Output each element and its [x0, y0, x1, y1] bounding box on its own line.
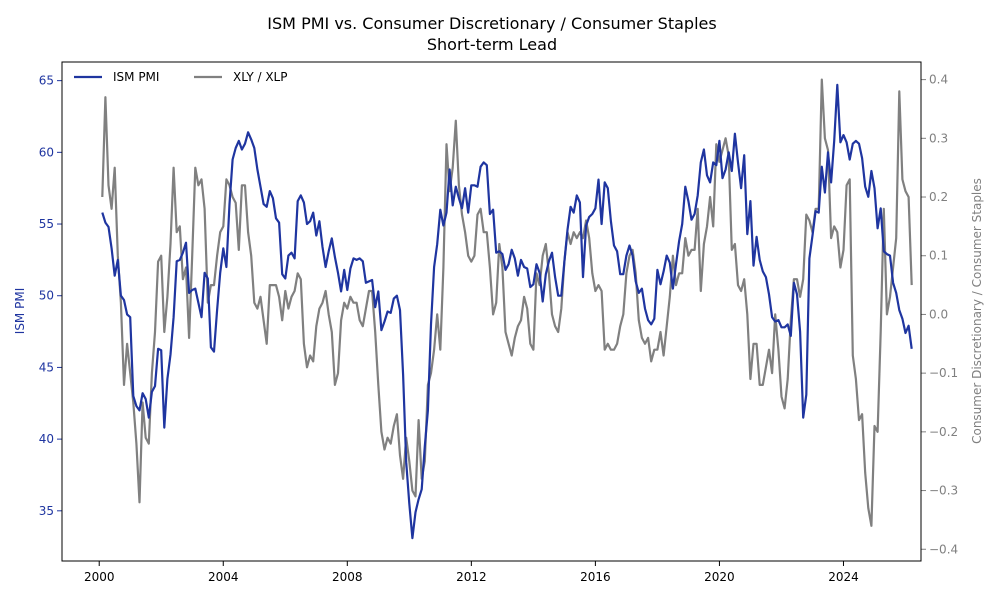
x-tick-label: 2020	[704, 570, 735, 584]
left-y-tick-label: 65	[39, 74, 54, 88]
chart-subtitle: Short-term Lead	[427, 35, 557, 54]
chart-title: ISM PMI vs. Consumer Discretionary / Con…	[267, 14, 716, 33]
left-y-tick-label: 60	[39, 145, 54, 159]
series-xly-xlp-line	[102, 80, 911, 526]
right-y-tick-label: 0.1	[929, 249, 948, 263]
dual-axis-line-chart: ISM PMI vs. Consumer Discretionary / Con…	[0, 0, 1000, 600]
left-y-tick-label: 35	[39, 504, 54, 518]
x-tick-label: 2000	[84, 570, 115, 584]
right-y-axis: −0.4 −0.3 −0.2 −0.1 0.0 0.1 0.2 0.3 0.4	[921, 73, 958, 557]
right-y-tick-label: 0.2	[929, 190, 948, 204]
x-tick-label: 2016	[580, 570, 611, 584]
right-y-tick-label: −0.1	[929, 366, 958, 380]
left-y-axis: 35 40 45 50 55 60 65	[39, 74, 62, 518]
x-tick-label: 2024	[828, 570, 859, 584]
right-y-tick-label: −0.4	[929, 542, 958, 556]
x-tick-label: 2012	[456, 570, 487, 584]
series-ism-pmi-line	[102, 85, 911, 538]
legend-label-ism-pmi: ISM PMI	[113, 70, 159, 84]
x-axis: 2000 2004 2008 2012 2016 2020 2024	[84, 561, 859, 584]
left-y-tick-label: 40	[39, 432, 54, 446]
right-y-tick-label: 0.3	[929, 131, 948, 145]
right-y-tick-label: 0.0	[929, 307, 948, 321]
left-y-tick-label: 55	[39, 217, 54, 231]
right-y-axis-label: Consumer Discretionary / Consumer Staple…	[970, 178, 984, 444]
left-y-tick-label: 45	[39, 360, 54, 374]
right-y-tick-label: −0.2	[929, 425, 958, 439]
x-tick-label: 2004	[208, 570, 239, 584]
x-tick-label: 2008	[332, 570, 363, 584]
left-y-tick-label: 50	[39, 289, 54, 303]
right-y-tick-label: 0.4	[929, 73, 948, 87]
right-y-tick-label: −0.3	[929, 484, 958, 498]
legend-label-xly-xlp: XLY / XLP	[233, 70, 287, 84]
left-y-axis-label: ISM PMI	[13, 288, 27, 334]
legend: ISM PMI XLY / XLP	[74, 70, 287, 84]
